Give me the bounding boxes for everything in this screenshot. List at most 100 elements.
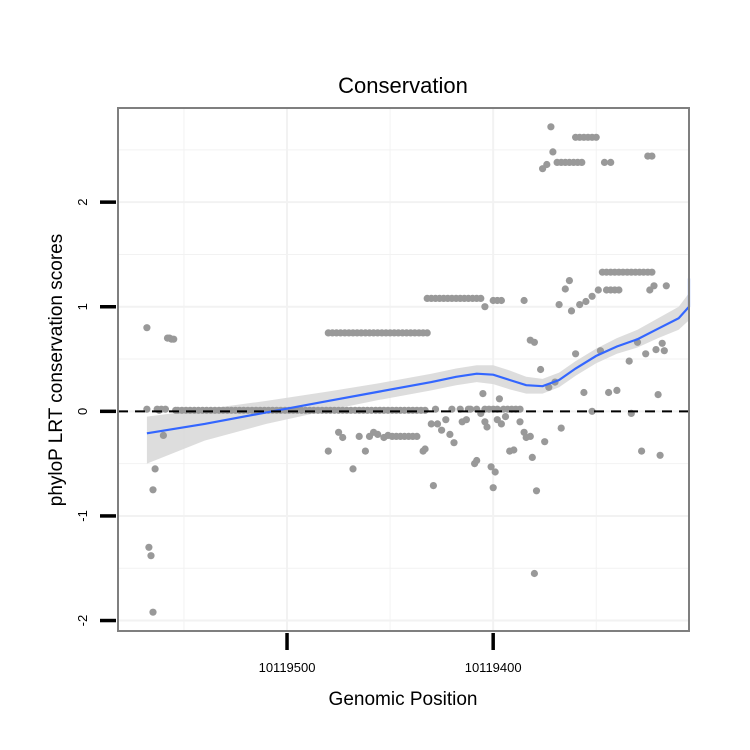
data-point [580, 388, 588, 397]
data-point [615, 286, 623, 294]
data-point [477, 294, 485, 302]
data-point [479, 390, 487, 398]
x-tick-label: 10119400 [465, 660, 522, 675]
data-point [483, 423, 491, 431]
points-layer [143, 123, 670, 616]
data-point [613, 386, 621, 394]
data-point [355, 432, 363, 440]
data-point [543, 160, 551, 169]
y-axis: -2 -1 0 1 2 [75, 199, 116, 627]
data-point [652, 346, 660, 354]
data-point [423, 329, 431, 337]
data-point [638, 447, 646, 455]
data-point [625, 357, 633, 365]
data-point [489, 484, 497, 492]
data-point [600, 158, 609, 166]
data-point [497, 420, 505, 428]
y-tick-label: 2 [75, 199, 90, 206]
data-point [149, 486, 157, 494]
data-point [549, 148, 557, 156]
data-point [607, 158, 615, 166]
data-point [491, 468, 499, 476]
data-point [662, 282, 670, 290]
plot-panel [117, 107, 691, 632]
x-axis-title: Genomic Position [329, 689, 478, 710]
data-point [532, 487, 541, 495]
data-point [433, 420, 442, 428]
data-point [528, 453, 536, 461]
data-point [582, 297, 590, 306]
panel-background [118, 108, 689, 631]
data-point [421, 406, 429, 414]
data-point [588, 292, 596, 300]
data-point [442, 416, 450, 424]
data-point [149, 608, 157, 616]
data-point [450, 439, 458, 447]
data-point [487, 463, 495, 471]
data-point [650, 282, 658, 290]
data-point [654, 391, 662, 399]
data-point [473, 456, 481, 465]
data-point [349, 465, 357, 473]
data-point [572, 350, 580, 358]
data-point [413, 432, 421, 440]
data-point [497, 296, 505, 305]
data-point [361, 447, 369, 455]
data-point [520, 296, 528, 305]
data-point [541, 438, 549, 446]
data-point [429, 482, 437, 490]
smooth-line [146, 278, 691, 435]
y-axis-title: phyloP LRT conservation scores [46, 234, 67, 507]
data-point [145, 543, 153, 551]
data-point [526, 432, 534, 440]
data-point [501, 413, 510, 421]
data-point [660, 347, 668, 355]
data-point [656, 451, 664, 459]
data-point [481, 303, 489, 311]
data-point [143, 405, 151, 413]
data-point [324, 447, 332, 455]
y-tick-label: -2 [75, 615, 90, 627]
data-point [576, 301, 584, 309]
data-point [446, 430, 454, 438]
data-point [648, 152, 656, 160]
y-tick-label: -1 [75, 510, 90, 522]
data-point [438, 426, 446, 434]
data-point [147, 552, 155, 560]
data-point [557, 424, 565, 432]
data-point [567, 307, 576, 315]
data-point [530, 569, 539, 578]
data-point [588, 407, 596, 415]
data-point [565, 277, 574, 285]
x-axis: 10119500 10119400 [259, 633, 522, 675]
data-point [516, 418, 524, 426]
data-point [594, 286, 602, 294]
data-point [561, 285, 569, 293]
smooth-line-layer [146, 278, 691, 435]
data-point [421, 445, 429, 453]
data-point [339, 433, 347, 442]
data-point [374, 430, 382, 438]
data-point [658, 339, 666, 347]
data-point [151, 465, 159, 473]
data-point [592, 133, 600, 141]
panel-border [117, 107, 690, 632]
chart-title: Conservation [338, 73, 468, 98]
data-point [495, 395, 503, 403]
data-point [161, 405, 169, 413]
data-point [555, 301, 563, 309]
data-point [143, 324, 151, 332]
data-point [335, 428, 343, 436]
y-tick-label: 0 [75, 408, 90, 415]
data-point [170, 335, 178, 343]
data-point [537, 365, 545, 374]
data-point [462, 416, 470, 424]
data-point [547, 123, 555, 131]
data-point [648, 268, 656, 276]
data-point [605, 388, 613, 397]
data-point [159, 431, 167, 439]
data-point [427, 420, 435, 428]
data-point [530, 338, 539, 346]
data-point [642, 350, 650, 358]
